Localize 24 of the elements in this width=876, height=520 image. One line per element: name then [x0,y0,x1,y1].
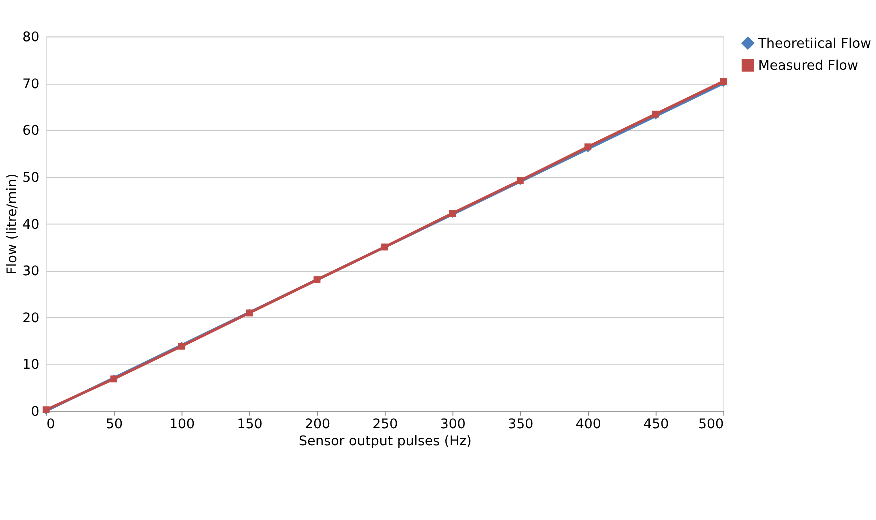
x-axis-title: Sensor output pulses (Hz) [298,434,472,450]
y-tick-label: 80 [22,30,40,46]
y-tick-label: 30 [22,264,40,280]
x-tick-label: 450 [644,417,670,432]
x-tick-label: 400 [576,417,602,432]
y-axis-title: Flow (litre/min) [5,174,20,275]
legend-label: Theoretiical Flow [757,36,872,52]
x-tick-label: 150 [237,417,263,432]
y-tick-label: 70 [22,77,40,92]
x-tick-label: 500 [698,417,724,432]
y-tick-label: 10 [22,358,40,374]
x-tick-label: 0 [46,417,56,432]
x-tick-label: 50 [106,417,124,432]
x-tick-label: 100 [169,417,195,432]
y-tick-label: 60 [22,124,40,140]
legend-label: Measured Flow [758,59,858,74]
x-tick-label: 250 [372,417,398,432]
y-tick-label: 50 [22,170,40,186]
y-tick-label: 20 [22,311,40,326]
y-tick-label: 0 [31,404,40,420]
x-tick-label: 200 [304,417,330,432]
x-tick-label: 350 [508,417,534,432]
x-tick-label: 300 [440,417,466,432]
y-tick-label: 40 [22,218,40,233]
